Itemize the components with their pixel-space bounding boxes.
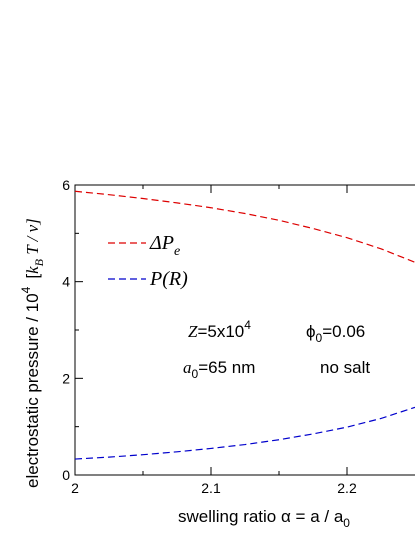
x-tick-label: 2 bbox=[71, 480, 79, 496]
series-line-1 bbox=[75, 407, 415, 459]
y-axis-label: electrostatic pressure / 104[kB T / v] bbox=[19, 218, 46, 488]
y-tick-label: 4 bbox=[62, 274, 70, 290]
series-line-0 bbox=[75, 191, 415, 262]
legend-label-delta-pe: ΔPe bbox=[149, 232, 180, 259]
annotation-a0: a0=65 nm bbox=[183, 358, 255, 381]
annotation-phi: ϕ0=0.06 bbox=[306, 322, 365, 345]
legend: ΔPe P(R) bbox=[108, 232, 188, 290]
y-tick-label: 6 bbox=[62, 177, 70, 193]
legend-label-pr: P(R) bbox=[149, 268, 188, 290]
y-tick-label: 2 bbox=[62, 370, 70, 386]
annotation-z: Z=5x104 bbox=[188, 318, 251, 341]
annotation-salt: no salt bbox=[320, 358, 370, 377]
y-tick-label: 0 bbox=[62, 467, 70, 483]
x-axis-label: swelling ratio α = a / a0 bbox=[178, 507, 350, 530]
x-tick-label: 2.2 bbox=[337, 480, 357, 496]
x-tick-label: 2.1 bbox=[201, 480, 221, 496]
